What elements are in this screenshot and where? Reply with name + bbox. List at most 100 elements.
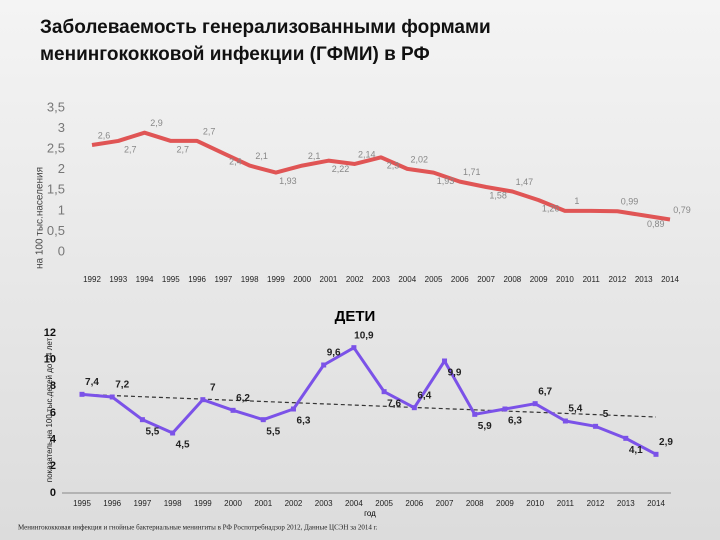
y-tick-label: 10: [44, 354, 56, 366]
data-label: 2,14: [358, 149, 376, 159]
x-tick-label: 2011: [557, 499, 575, 508]
data-point: [260, 417, 266, 423]
data-label: 1,26: [542, 204, 560, 214]
x-tick-label: 2013: [635, 275, 653, 284]
x-tick-label: 2006: [451, 275, 469, 284]
data-point: [290, 406, 296, 412]
data-label: 10,9: [354, 330, 374, 341]
y-tick-label: 0: [50, 487, 56, 499]
y-tick-label: 2: [58, 161, 65, 176]
y-tick-label: 1: [58, 202, 65, 217]
data-label: 5,9: [478, 421, 492, 432]
data-label: 1: [574, 196, 579, 206]
data-point: [200, 397, 206, 403]
data-label: 1,47: [516, 177, 534, 187]
data-point: [532, 401, 538, 407]
footnote: Менингококковая инфекция и гнойные бакте…: [18, 524, 378, 532]
y-tick-label: 6: [50, 407, 56, 419]
x-tick-label: 1992: [83, 275, 101, 284]
data-label: 2,3: [387, 161, 400, 171]
data-line: [81, 346, 657, 456]
data-point: [109, 394, 115, 400]
x-tick-label: 1993: [109, 275, 127, 284]
data-label: 2,22: [332, 164, 350, 174]
data-label: 2,7: [177, 144, 190, 154]
data-point: [321, 362, 327, 368]
data-label: 2,6: [98, 130, 111, 140]
data-label: 1,71: [463, 167, 481, 177]
x-tick-label: 2014: [661, 275, 679, 284]
data-point: [502, 406, 508, 412]
x-tick-label: 1996: [188, 275, 206, 284]
y-tick-label: 8: [50, 380, 56, 392]
y-tick-label: 4: [50, 434, 57, 446]
x-tick-label: 2014: [647, 499, 665, 508]
data-point: [139, 417, 145, 423]
x-tick-label: 1998: [164, 499, 182, 508]
x-tick-label: 2007: [436, 499, 454, 508]
data-label: 2,1: [255, 151, 268, 161]
data-label: 0,99: [621, 197, 639, 207]
data-label: 7: [210, 382, 216, 393]
x-tick-label: 2002: [285, 499, 303, 508]
x-tick-label: 2000: [293, 275, 311, 284]
x-tick-label: 1997: [214, 275, 232, 284]
data-label: 9,6: [327, 348, 341, 359]
data-point: [79, 391, 85, 397]
data-label: 4,1: [629, 445, 643, 456]
data-line: [91, 130, 671, 222]
data-point: [411, 405, 417, 411]
x-tick-label: 2005: [375, 499, 393, 508]
data-label: 2,9: [659, 437, 673, 448]
data-label: 5,5: [266, 426, 280, 437]
data-label: 0,79: [673, 205, 691, 215]
x-tick-label: 2000: [224, 499, 242, 508]
x-tick-label: 1995: [162, 275, 180, 284]
data-label: 6,2: [236, 393, 250, 404]
x-tick-label: 1999: [267, 275, 285, 284]
data-label: 0,89: [647, 219, 665, 229]
x-tick-label: 1999: [194, 499, 212, 508]
data-label: 2,7: [124, 144, 137, 154]
x-tick-label: 2010: [526, 499, 544, 508]
x-tick-label: 2003: [372, 275, 390, 284]
y-tick-label: 2: [50, 460, 56, 472]
y-tick-label: 1,5: [47, 182, 65, 197]
data-point: [442, 358, 448, 364]
x-tick-label: 2003: [315, 499, 333, 508]
data-point: [230, 407, 236, 413]
x-tick-label: 2012: [609, 275, 627, 284]
data-label: 2,4: [229, 157, 242, 167]
x-tick-label: 2008: [466, 499, 484, 508]
data-label: 1,93: [279, 176, 297, 186]
data-label: 2,02: [411, 154, 429, 164]
data-point: [170, 430, 176, 436]
x-tick-label: 2012: [587, 499, 605, 508]
x-tick-label: 2013: [617, 499, 635, 508]
x-tick-label: 2007: [477, 275, 495, 284]
x-tick-label: 1995: [73, 499, 91, 508]
data-label: 6,7: [538, 386, 552, 397]
data-label: 5,5: [145, 426, 159, 437]
x-tick-label: 1994: [136, 275, 154, 284]
data-label: 6,3: [508, 416, 522, 427]
data-label: 5,4: [568, 404, 582, 415]
x-tick-label: 2001: [320, 275, 338, 284]
data-label: 7,6: [387, 398, 401, 409]
y-tick-label: 2,5: [47, 141, 65, 156]
x-tick-label: 2005: [425, 275, 443, 284]
y-axis-label: на 100 тыс.населения: [35, 167, 46, 269]
y-tick-label: 12: [44, 327, 56, 339]
slide-title: Заболеваемость генерализованными формами…: [40, 17, 491, 65]
data-label: 1,93: [437, 176, 455, 186]
data-label: 7,2: [115, 380, 129, 391]
x-tick-label: 1997: [134, 499, 152, 508]
data-point: [472, 411, 478, 417]
x-tick-label: 2001: [254, 499, 272, 508]
x-tick-label: 2004: [345, 499, 363, 508]
data-point: [351, 345, 357, 351]
data-point: [562, 418, 568, 424]
data-label: 2,7: [203, 126, 216, 136]
y-tick-label: 0: [58, 243, 65, 258]
